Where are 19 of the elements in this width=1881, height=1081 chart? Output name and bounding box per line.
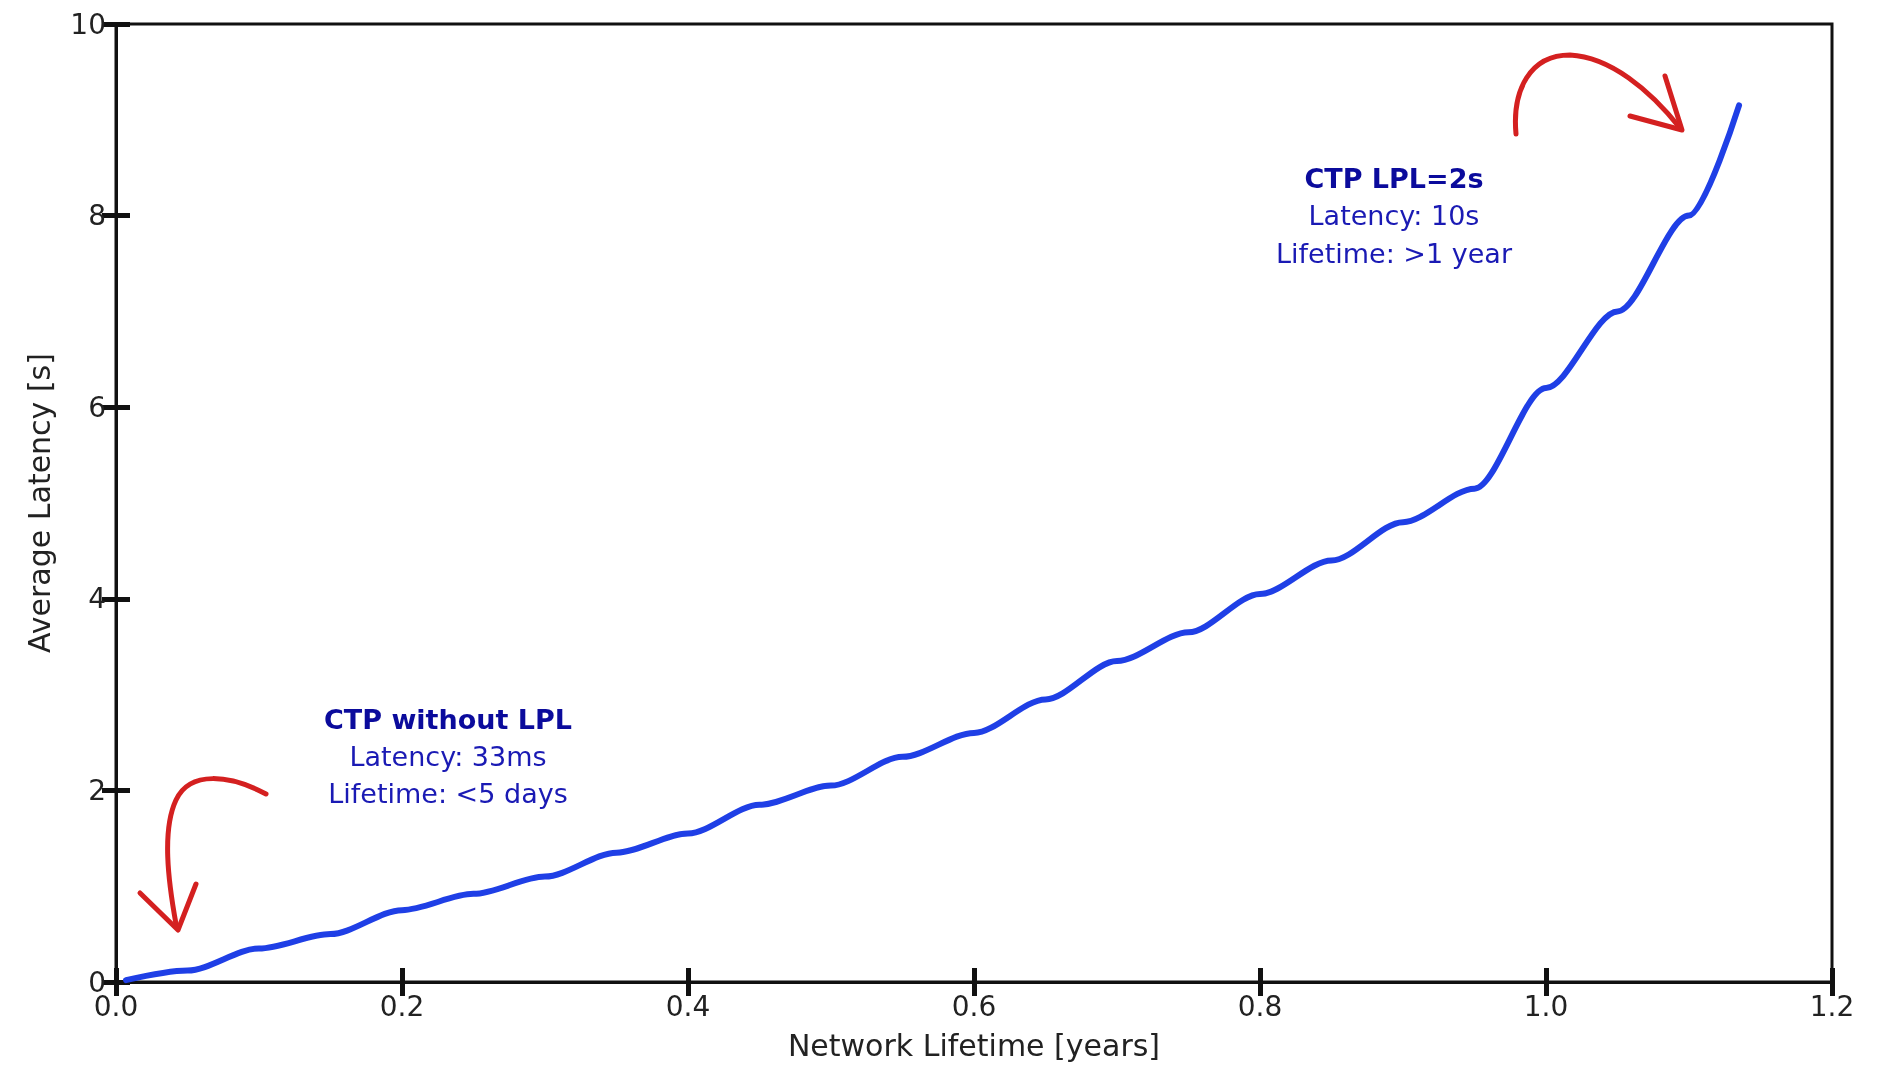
x-tick-label: 0.8 [1237,989,1283,1023]
y-tick-label: 6 [88,390,106,424]
x-tick-label: 0.6 [951,989,997,1023]
annotation: Lifetime: >1 year [1276,237,1513,269]
x-tick-label: 1.2 [1809,989,1855,1023]
y-tick-label: 8 [88,199,106,233]
y-tick-label: 10 [70,7,106,41]
y-tick-label: 4 [88,582,106,616]
x-axis-title: Network Lifetime [years] [787,1027,1161,1063]
x-tick-label: 0.2 [379,989,425,1023]
annotation: CTP without LPL [323,703,573,735]
x-tick-label: 1.0 [1523,989,1569,1023]
y-axis-title: Average Latency [s] [21,353,57,653]
annotation: Lifetime: <5 days [328,777,568,809]
x-tick-label: 0.4 [665,989,711,1023]
annotation: Latency: 10s [1308,199,1480,231]
annotation: Latency: 33ms [349,740,547,772]
annotation: CTP LPL=2s [1304,162,1484,194]
y-tick-label: 2 [88,773,106,807]
